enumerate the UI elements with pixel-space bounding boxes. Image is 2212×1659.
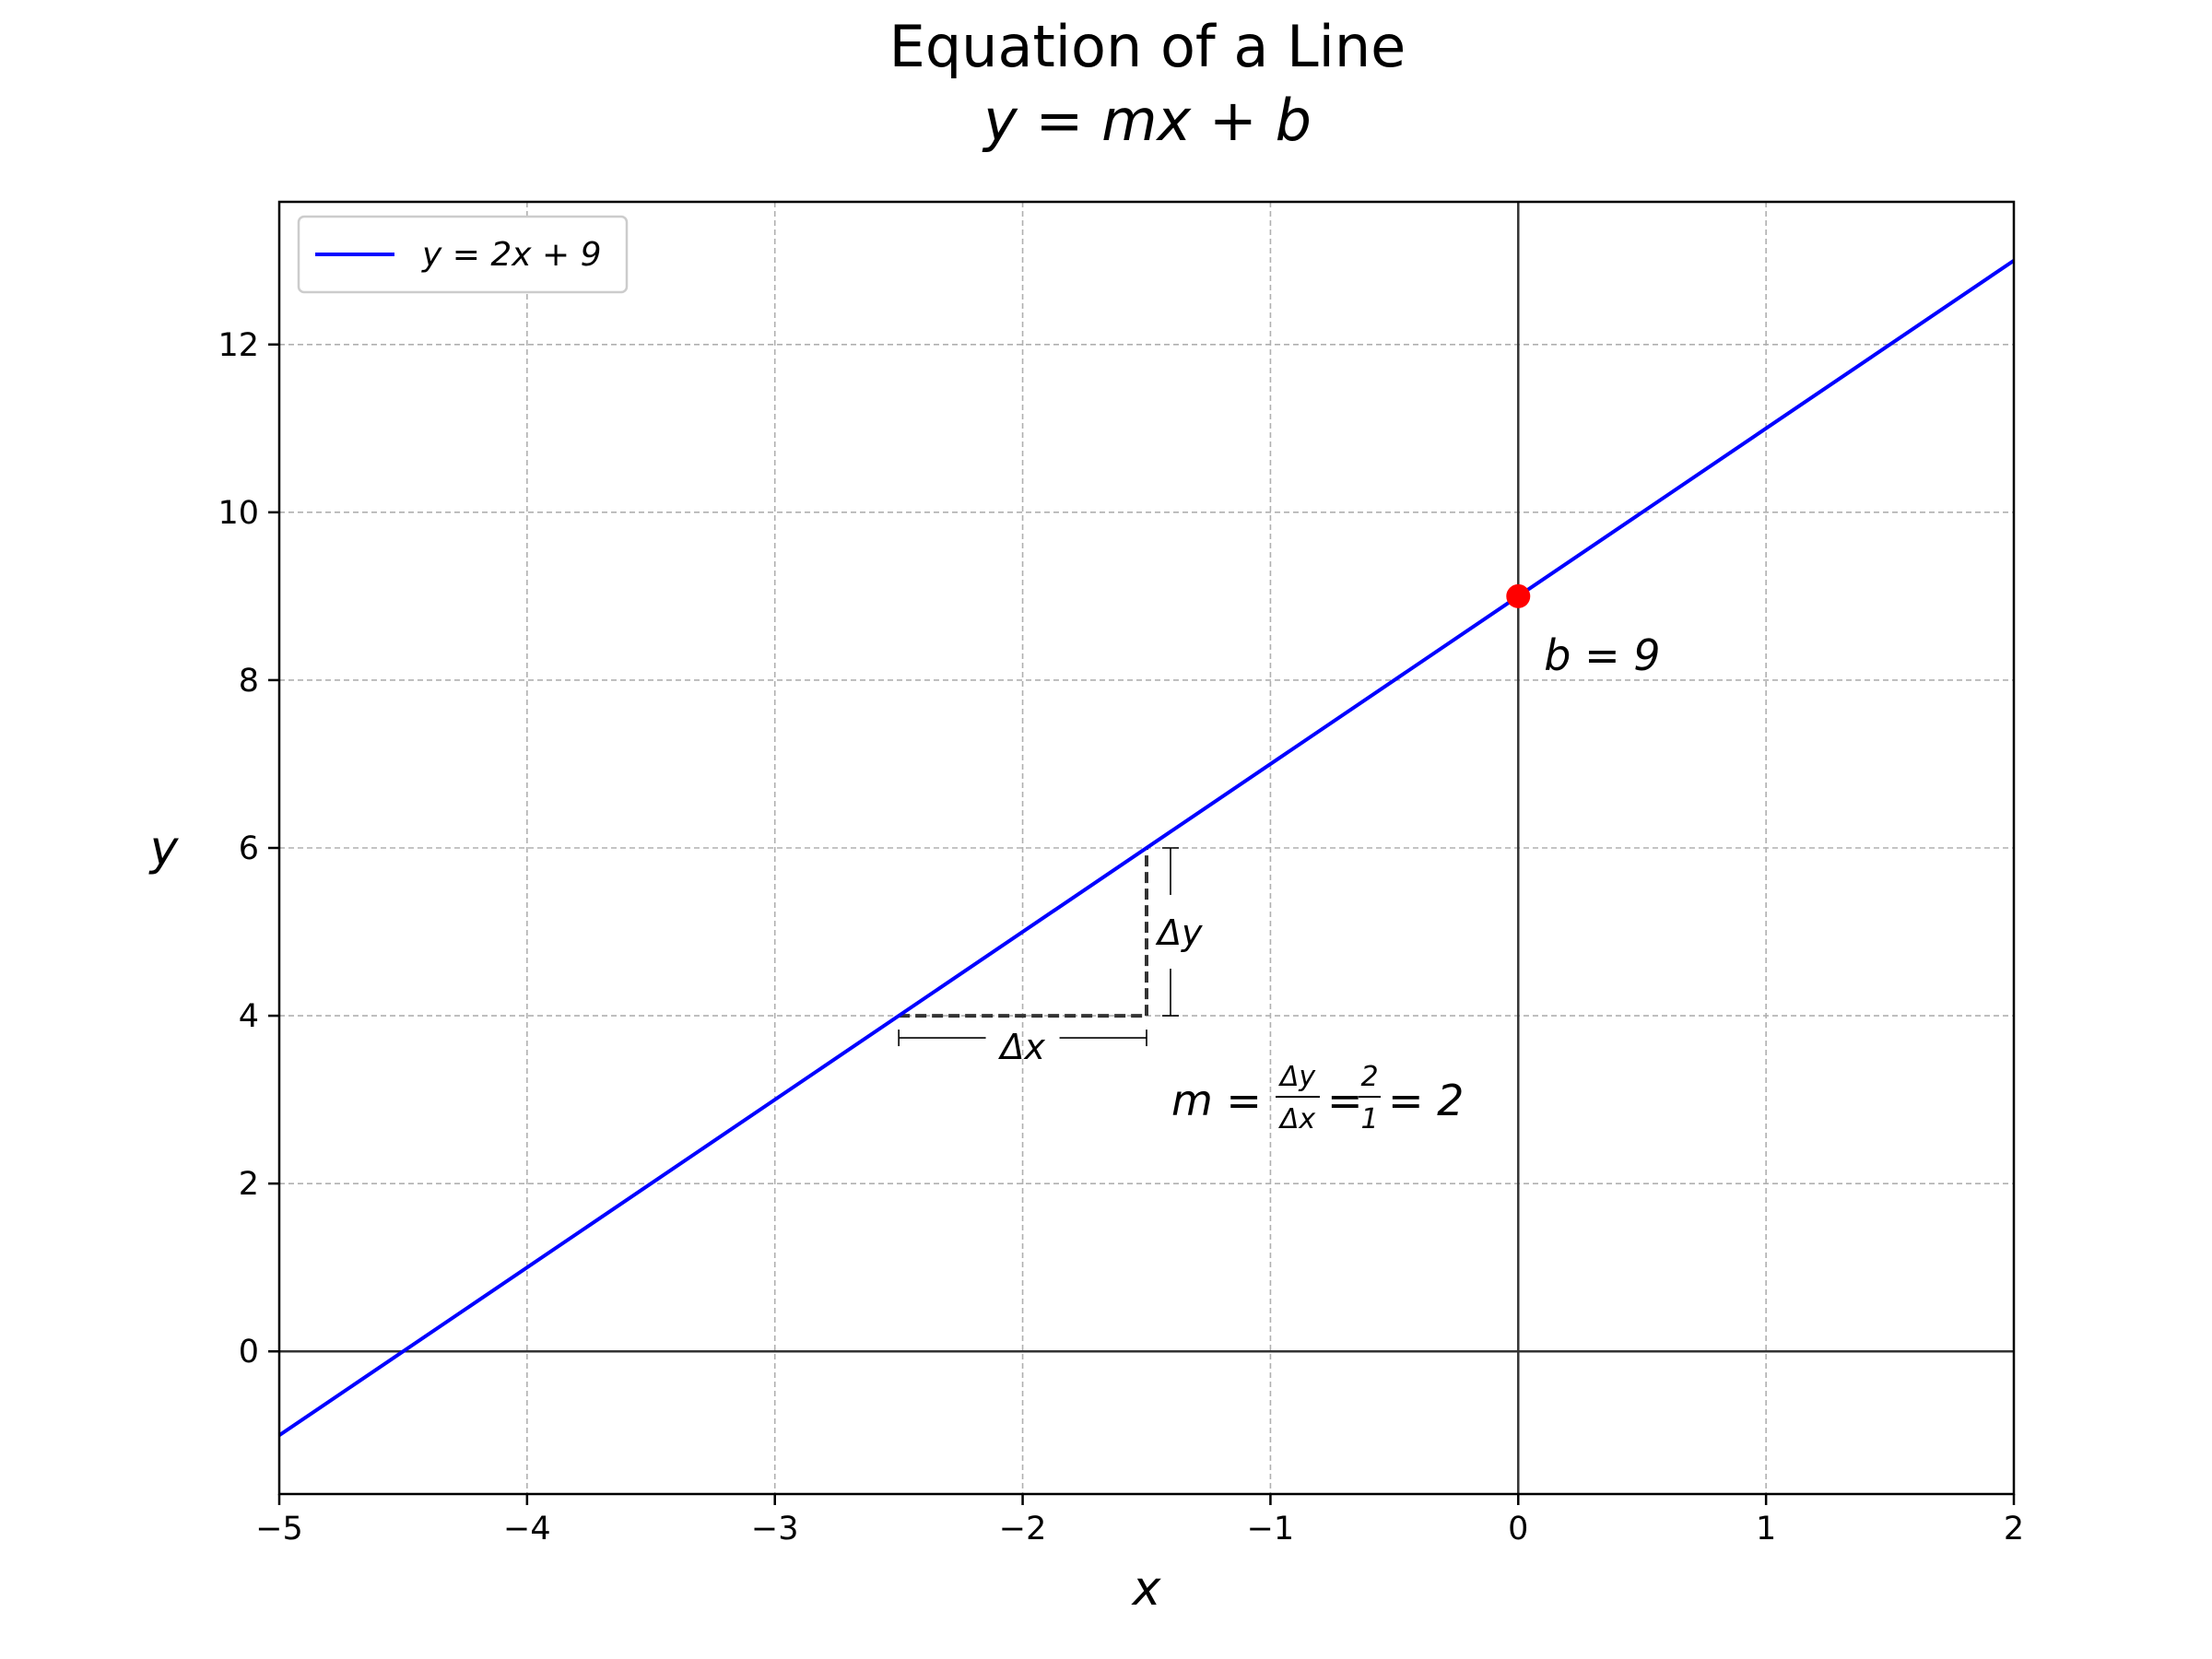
slope-triangle [898,847,1179,1047]
y-tick-label: 0 [239,1334,259,1371]
x-tick-label: −2 [999,1511,1047,1547]
y-tick-label: 6 [239,830,259,867]
delta-y-label: Δy [1155,912,1203,953]
intercept-markers [1506,583,1531,608]
delta-x-label: Δx [997,1027,1045,1067]
legend: y = 2x + 9 [297,215,629,294]
chart-title: Equation of a Line [889,13,1406,80]
y-axis-label: y [148,821,180,877]
x-tick-label: −1 [1247,1511,1295,1547]
y-tick-label: 12 [218,327,259,364]
slope-eq-sign: = [1327,1076,1363,1125]
y-tick-label: 2 [239,1166,259,1203]
slope-lhs: m = [1171,1076,1262,1125]
series-lines [277,259,2016,1437]
slope-equation: m = Δy Δx = 2 1 = 2 [1171,1061,1464,1135]
y-tick-label: 10 [218,495,259,532]
zero-axis-lines [279,202,2014,1494]
x-tick-label: 2 [2004,1511,2024,1547]
legend-label: y = 2x + 9 [421,236,602,274]
slope-den2: 1 [1360,1103,1378,1135]
intercept-point [1506,583,1531,608]
x-tick-label: 1 [1756,1511,1776,1547]
slope-den1: Δx [1278,1103,1316,1135]
x-tick-label: 0 [1508,1511,1528,1547]
chart-subtitle: y = mx + b [982,87,1312,154]
x-tick-label: −4 [503,1511,551,1547]
y-tick-label: 4 [239,998,259,1035]
slope-num1: Δy [1278,1061,1317,1093]
x-tick-label: −3 [751,1511,799,1547]
y-tick-label: 8 [239,663,259,700]
series-line [277,259,2016,1437]
intercept-label: b = 9 [1544,630,1660,680]
x-tick-label: −5 [255,1511,303,1547]
x-axis-label: x [1131,1561,1162,1617]
slope-num2: 2 [1360,1061,1378,1093]
slope-result: = 2 [1388,1076,1464,1125]
